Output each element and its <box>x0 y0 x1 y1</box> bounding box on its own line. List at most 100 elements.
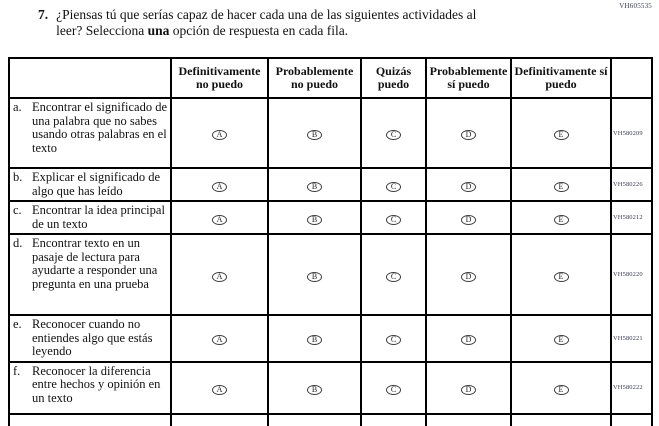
stub-cell <box>267 412 362 426</box>
cell-e-option-a: A <box>170 314 269 363</box>
response-bubble-b-icon[interactable]: B <box>307 181 322 192</box>
cell-a-option-d: D <box>425 97 512 169</box>
response-bubble-d-icon[interactable]: D <box>461 181 476 192</box>
response-bubble-c-icon[interactable]: C <box>386 384 401 395</box>
row-letter: d. <box>13 236 23 250</box>
response-bubble-b-icon[interactable]: B <box>307 214 322 225</box>
cell-d-option-b: B <box>267 233 362 316</box>
response-bubble-d-icon[interactable]: D <box>461 130 476 140</box>
header-probablemente-si: Probablemente sí puedo <box>425 57 512 99</box>
stub-cell <box>360 412 427 426</box>
response-bubble-b-icon[interactable]: B <box>307 335 322 346</box>
header-definitivamente-no: Definitivamente no puedo <box>170 57 269 99</box>
row-letter: c. <box>13 203 22 217</box>
cell-f-option-e: E <box>510 360 612 415</box>
header-quizas: Quizás puedo <box>360 57 427 99</box>
activity-text: Reconocer cuando no entiendes algo que e… <box>32 317 153 358</box>
response-bubble-b-icon[interactable]: B <box>307 271 322 282</box>
question-text-part2: opción de respuesta en cada fila. <box>169 23 349 38</box>
response-bubble-d-icon[interactable]: D <box>461 335 476 346</box>
response-bubble-b-icon[interactable]: B <box>307 130 322 140</box>
question-number: 7. <box>38 7 49 22</box>
table-row-d: d. Encontrar texto en un pasaje de lectur… <box>8 233 653 316</box>
cell-c-option-e: E <box>510 200 612 235</box>
header-row: Definitivamente no puedo Probablemente n… <box>8 57 653 99</box>
row-letter: b. <box>13 170 23 184</box>
activity-text: Explicar el significado de algo que has … <box>32 170 161 198</box>
activity-cell-b: b. Explicar el significado de algo que ha… <box>8 167 172 202</box>
response-bubble-d-icon[interactable]: D <box>461 271 476 282</box>
header-activity-blank <box>8 57 172 99</box>
response-bubble-a-icon[interactable]: A <box>212 271 227 282</box>
table-row-c: c. Encontrar la idea principal de un text… <box>8 200 653 235</box>
response-bubble-c-icon[interactable]: C <box>386 335 401 346</box>
item-code: VH580220 <box>610 233 653 316</box>
response-bubble-a-icon[interactable]: A <box>212 384 227 395</box>
cell-d-option-c: C <box>360 233 427 316</box>
response-bubble-c-icon[interactable]: C <box>386 130 401 140</box>
activity-cell-f: f. Reconocer la diferencia entre hechos y… <box>8 360 172 415</box>
activity-cell-e: e. Reconocer cuando no entiendes algo que… <box>8 314 172 363</box>
response-bubble-e-icon[interactable]: E <box>553 181 569 192</box>
cell-b-option-a: A <box>170 167 269 202</box>
activity-text: Encontrar el significado de una palabra … <box>32 100 168 155</box>
table-row-cutoff <box>8 412 653 426</box>
cell-f-option-b: B <box>267 360 362 415</box>
header-code-blank <box>610 57 653 99</box>
cell-a-option-c: C <box>360 97 427 169</box>
activity-cell-d: d. Encontrar texto en un pasaje de lectur… <box>8 233 172 316</box>
response-bubble-e-icon[interactable]: E <box>553 335 569 346</box>
cell-d-option-d: D <box>425 233 512 316</box>
response-bubble-d-icon[interactable]: D <box>461 384 476 395</box>
row-letter: f. <box>13 363 21 378</box>
cell-e-option-e: E <box>510 314 612 363</box>
cell-c-option-b: B <box>267 200 362 235</box>
stub-cell <box>610 412 653 426</box>
cell-e-option-d: D <box>425 314 512 363</box>
response-bubble-e-icon[interactable]: E <box>553 130 569 140</box>
cell-a-option-b: B <box>267 97 362 169</box>
header-definitivamente-si: Definitivamente sí puedo <box>510 57 612 99</box>
item-code: VH580222 <box>610 360 653 415</box>
item-code: VH580226 <box>610 167 653 202</box>
cell-a-option-a: A <box>170 97 269 169</box>
cell-f-option-c: C <box>360 360 427 415</box>
question-text-bold: una <box>147 23 170 38</box>
table-row-b: b. Explicar el significado de algo que ha… <box>8 167 653 202</box>
response-bubble-a-icon[interactable]: A <box>212 335 227 346</box>
stub-cell <box>8 412 172 426</box>
cell-b-option-e: E <box>510 167 612 202</box>
question-text: ¿Piensas tú que serías capaz de hacer ca… <box>56 7 476 39</box>
item-code: VH580209 <box>610 97 653 169</box>
response-bubble-a-icon[interactable]: A <box>212 181 227 192</box>
response-bubble-e-icon[interactable]: E <box>553 384 569 395</box>
table-row-a: a. Encontrar el significado de una palabr… <box>8 97 653 169</box>
response-bubble-c-icon[interactable]: C <box>386 214 401 225</box>
response-bubble-a-icon[interactable]: A <box>212 130 227 140</box>
cell-d-option-a: A <box>170 233 269 316</box>
activity-cell-c: c. Encontrar la idea principal de un text… <box>8 200 172 235</box>
response-bubble-b-icon[interactable]: B <box>307 384 322 395</box>
response-bubble-c-icon[interactable]: C <box>386 181 401 192</box>
question-text-part1: ¿Piensas tú que serías capaz de hacer ca… <box>56 7 477 38</box>
item-code: VH580221 <box>610 314 653 363</box>
response-bubble-d-icon[interactable]: D <box>461 214 476 225</box>
response-matrix-table: Definitivamente no puedo Probablemente n… <box>8 57 653 426</box>
response-bubble-a-icon[interactable]: A <box>212 214 227 225</box>
question-block: 7. ¿Piensas tú que serías capaz de hacer… <box>38 7 586 39</box>
cell-c-option-c: C <box>360 200 427 235</box>
stub-cell <box>510 412 612 426</box>
response-bubble-e-icon[interactable]: E <box>553 271 569 282</box>
cell-b-option-b: B <box>267 167 362 202</box>
activity-text: Encontrar la idea principal de un texto <box>32 203 165 231</box>
response-bubble-e-icon[interactable]: E <box>553 214 569 225</box>
table-row-f: f. Reconocer la diferencia entre hechos y… <box>8 360 653 415</box>
cell-d-option-e: E <box>510 233 612 316</box>
cell-a-option-e: E <box>510 97 612 169</box>
activity-cell-a: a. Encontrar el significado de una palabr… <box>8 97 172 169</box>
response-bubble-c-icon[interactable]: C <box>386 271 401 282</box>
cell-f-option-a: A <box>170 360 269 415</box>
cell-e-option-c: C <box>360 314 427 363</box>
cell-f-option-d: D <box>425 360 512 415</box>
cell-c-option-a: A <box>170 200 269 235</box>
